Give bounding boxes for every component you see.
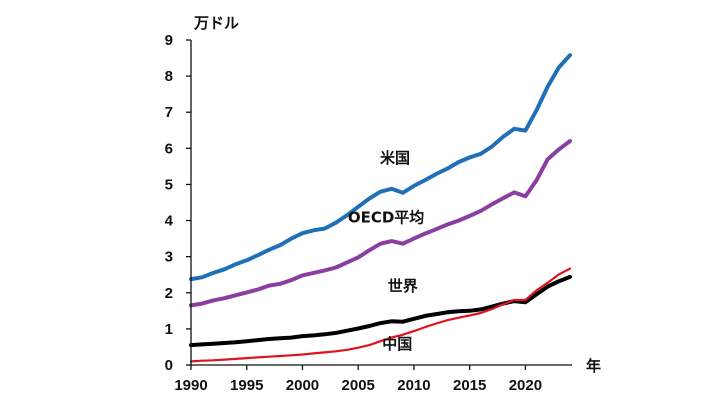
y-tick-marks: [186, 39, 527, 370]
y-tick-label: 1: [165, 321, 173, 338]
x-tick-label: 1995: [230, 377, 263, 394]
series-line-米国: [189, 53, 572, 282]
series-label-OECD平均: OECD平均: [348, 208, 424, 226]
series-label-世界: 世界: [388, 277, 418, 295]
y-tick-label: 9: [165, 32, 173, 49]
y-tick-label: 2: [165, 285, 173, 302]
y-tick-label: 5: [165, 176, 173, 193]
x-tick-label: 2000: [286, 377, 319, 394]
x-tick-label: 2010: [397, 377, 430, 394]
series-line-世界: [189, 274, 572, 348]
series-label-米国: 米国: [380, 149, 410, 167]
y-axis-unit-label: 万ドル: [193, 14, 239, 32]
series-line-OECD平均: [189, 139, 572, 308]
y-tick-label: 4: [165, 213, 174, 230]
x-tick-label: 2015: [453, 377, 486, 394]
y-tick-label: 0: [165, 357, 173, 374]
series-line-中国: [189, 267, 572, 363]
x-tick-label: 1990: [174, 377, 207, 394]
x-tick-labels: 1990 1995 2000 2005 2010 2015 2020: [174, 377, 542, 394]
y-tick-label: 7: [165, 104, 173, 121]
y-tick-label: 8: [165, 68, 173, 85]
y-tick-label: 6: [165, 140, 173, 157]
series-label-中国: 中国: [382, 335, 412, 353]
x-tick-label: 2005: [342, 377, 375, 394]
x-axis-unit-label: 年: [586, 357, 601, 375]
y-tick-labels: 0 1 2 3 4 5 6 7 8 9: [165, 32, 174, 374]
series-lines: [189, 53, 572, 363]
y-tick-label: 3: [165, 249, 173, 266]
x-tick-label: 2020: [509, 377, 542, 394]
